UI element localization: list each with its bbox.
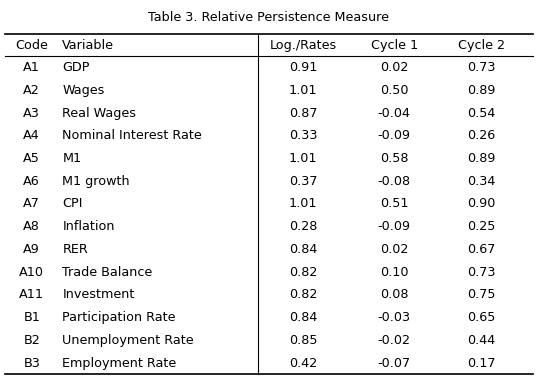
Text: GDP: GDP [62,61,90,74]
Text: 0.26: 0.26 [467,129,495,142]
Text: A2: A2 [23,84,40,97]
Text: 0.91: 0.91 [289,61,317,74]
Text: A9: A9 [23,243,40,256]
Text: M1 growth: M1 growth [62,175,130,188]
Text: A10: A10 [19,265,44,278]
Text: 0.51: 0.51 [380,197,408,210]
Text: Trade Balance: Trade Balance [62,265,153,278]
Text: -0.04: -0.04 [378,107,410,120]
Text: A1: A1 [23,61,40,74]
Text: CPI: CPI [62,197,83,210]
Text: 0.10: 0.10 [380,265,408,278]
Text: 0.44: 0.44 [467,334,495,347]
Text: 0.17: 0.17 [467,356,495,369]
Text: -0.07: -0.07 [378,356,411,369]
Text: 0.02: 0.02 [380,243,408,256]
Text: -0.02: -0.02 [378,334,410,347]
Text: Employment Rate: Employment Rate [62,356,176,369]
Text: 0.54: 0.54 [467,107,495,120]
Text: 0.84: 0.84 [289,243,317,256]
Text: 0.33: 0.33 [289,129,317,142]
Text: 0.28: 0.28 [289,220,317,233]
Text: -0.09: -0.09 [378,220,410,233]
Text: 0.87: 0.87 [289,107,317,120]
Text: 0.84: 0.84 [289,311,317,324]
Text: 0.89: 0.89 [467,152,495,165]
Text: Cycle 2: Cycle 2 [458,39,505,52]
Text: 0.34: 0.34 [467,175,495,188]
Text: Variable: Variable [62,39,114,52]
Text: A4: A4 [23,129,40,142]
Text: 0.37: 0.37 [289,175,317,188]
Text: 0.67: 0.67 [467,243,495,256]
Text: 0.82: 0.82 [289,265,317,278]
Text: 0.82: 0.82 [289,288,317,301]
Text: Unemployment Rate: Unemployment Rate [62,334,194,347]
Text: 0.73: 0.73 [467,61,495,74]
Text: 0.73: 0.73 [467,265,495,278]
Text: B2: B2 [23,334,40,347]
Text: 0.89: 0.89 [467,84,495,97]
Text: 0.08: 0.08 [380,288,408,301]
Text: Table 3. Relative Persistence Measure: Table 3. Relative Persistence Measure [148,11,390,24]
Text: -0.03: -0.03 [378,311,411,324]
Text: 1.01: 1.01 [289,152,317,165]
Text: A3: A3 [23,107,40,120]
Text: Cycle 1: Cycle 1 [371,39,418,52]
Text: Participation Rate: Participation Rate [62,311,176,324]
Text: 0.50: 0.50 [380,84,408,97]
Text: -0.09: -0.09 [378,129,410,142]
Text: 0.42: 0.42 [289,356,317,369]
Text: 0.90: 0.90 [467,197,495,210]
Text: A6: A6 [23,175,40,188]
Text: A8: A8 [23,220,40,233]
Text: Code: Code [15,39,48,52]
Text: 0.75: 0.75 [467,288,495,301]
Text: 0.65: 0.65 [467,311,495,324]
Text: 1.01: 1.01 [289,84,317,97]
Text: Real Wages: Real Wages [62,107,136,120]
Text: B1: B1 [23,311,40,324]
Text: 0.25: 0.25 [467,220,495,233]
Text: Inflation: Inflation [62,220,115,233]
Text: 0.02: 0.02 [380,61,408,74]
Text: A7: A7 [23,197,40,210]
Text: 0.85: 0.85 [289,334,317,347]
Text: B3: B3 [23,356,40,369]
Text: Wages: Wages [62,84,105,97]
Text: 1.01: 1.01 [289,197,317,210]
Text: RER: RER [62,243,88,256]
Text: A5: A5 [23,152,40,165]
Text: 0.58: 0.58 [380,152,408,165]
Text: Investment: Investment [62,288,134,301]
Text: A11: A11 [19,288,44,301]
Text: Nominal Interest Rate: Nominal Interest Rate [62,129,202,142]
Text: M1: M1 [62,152,81,165]
Text: Log./Rates: Log./Rates [270,39,337,52]
Text: -0.08: -0.08 [378,175,411,188]
